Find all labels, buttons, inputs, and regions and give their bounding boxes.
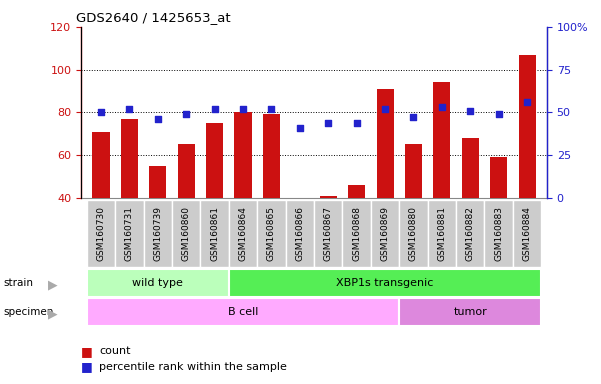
- Bar: [285, 200, 314, 267]
- Text: GSM160881: GSM160881: [438, 206, 447, 261]
- Bar: [320, 195, 337, 198]
- Text: GSM160730: GSM160730: [97, 206, 106, 261]
- Point: [210, 106, 219, 112]
- Bar: [399, 200, 428, 267]
- Bar: [519, 55, 535, 198]
- Text: GSM160883: GSM160883: [494, 206, 503, 261]
- Text: GSM160866: GSM160866: [295, 206, 304, 261]
- Point: [352, 119, 361, 126]
- Bar: [399, 298, 542, 326]
- Bar: [149, 166, 166, 198]
- Bar: [343, 200, 371, 267]
- Bar: [115, 200, 144, 267]
- Text: ■: ■: [81, 360, 93, 373]
- Text: ■: ■: [81, 345, 93, 358]
- Bar: [456, 200, 484, 267]
- Point: [437, 104, 447, 110]
- Text: GSM160865: GSM160865: [267, 206, 276, 261]
- Text: GDS2640 / 1425653_at: GDS2640 / 1425653_at: [76, 11, 231, 24]
- Bar: [178, 144, 195, 198]
- Bar: [348, 185, 365, 198]
- Text: GSM160860: GSM160860: [182, 206, 191, 261]
- Bar: [234, 112, 252, 198]
- Bar: [93, 132, 109, 198]
- Bar: [484, 200, 513, 267]
- Bar: [229, 270, 542, 297]
- Text: tumor: tumor: [453, 307, 487, 317]
- Bar: [87, 200, 115, 267]
- Point: [323, 119, 333, 126]
- Text: GSM160882: GSM160882: [466, 206, 475, 261]
- Text: B cell: B cell: [228, 307, 258, 317]
- Text: strain: strain: [3, 278, 33, 288]
- Point: [380, 106, 390, 112]
- Text: GSM160869: GSM160869: [380, 206, 389, 261]
- Text: XBP1s transgenic: XBP1s transgenic: [337, 278, 434, 288]
- Bar: [428, 200, 456, 267]
- Text: GSM160739: GSM160739: [153, 206, 162, 261]
- Bar: [462, 138, 479, 198]
- Point: [182, 111, 191, 117]
- Bar: [172, 200, 200, 267]
- Text: GSM160868: GSM160868: [352, 206, 361, 261]
- Text: percentile rank within the sample: percentile rank within the sample: [99, 362, 287, 372]
- Text: ▶: ▶: [48, 308, 58, 321]
- Point: [465, 108, 475, 114]
- Bar: [376, 89, 394, 198]
- Bar: [87, 270, 229, 297]
- Point: [267, 106, 276, 112]
- Text: specimen: specimen: [3, 307, 53, 317]
- Text: GSM160880: GSM160880: [409, 206, 418, 261]
- Bar: [490, 157, 507, 198]
- Text: GSM160884: GSM160884: [522, 206, 531, 261]
- Point: [238, 106, 248, 112]
- Text: GSM160861: GSM160861: [210, 206, 219, 261]
- Point: [494, 111, 504, 117]
- Point: [522, 99, 532, 105]
- Bar: [405, 144, 422, 198]
- Bar: [200, 200, 229, 267]
- Bar: [144, 200, 172, 267]
- Bar: [121, 119, 138, 198]
- Bar: [314, 200, 343, 267]
- Bar: [433, 83, 450, 198]
- Text: count: count: [99, 346, 130, 356]
- Point: [153, 116, 163, 122]
- Bar: [87, 298, 399, 326]
- Text: wild type: wild type: [132, 278, 183, 288]
- Text: ▶: ▶: [48, 279, 58, 292]
- Text: GSM160867: GSM160867: [324, 206, 333, 261]
- Point: [295, 125, 305, 131]
- Bar: [513, 200, 542, 267]
- Bar: [263, 114, 280, 198]
- Bar: [206, 123, 223, 198]
- Text: GSM160731: GSM160731: [125, 206, 134, 261]
- Point: [124, 106, 134, 112]
- Point: [96, 109, 106, 115]
- Bar: [229, 200, 257, 267]
- Point: [409, 114, 418, 121]
- Bar: [371, 200, 399, 267]
- Bar: [257, 200, 285, 267]
- Text: GSM160864: GSM160864: [239, 206, 248, 261]
